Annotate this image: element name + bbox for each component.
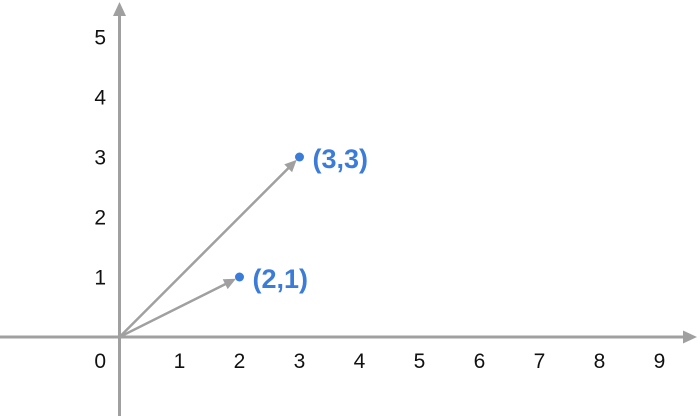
y-tick-label: 4 <box>94 87 106 110</box>
data-point <box>295 152 304 162</box>
x-tick-label: 5 <box>414 350 426 373</box>
y-tick-label: 2 <box>94 207 106 230</box>
x-tick-label: 4 <box>354 350 366 373</box>
x-tick-label: 1 <box>174 350 186 373</box>
y-tick-label: 5 <box>94 27 106 50</box>
x-tick-label: 7 <box>534 350 546 373</box>
y-axis-arrowhead-icon <box>113 2 126 16</box>
vector-line <box>118 282 227 339</box>
x-tick-label: 2 <box>234 350 246 373</box>
origin-label: 0 <box>94 350 106 373</box>
x-tick-label: 3 <box>294 350 306 373</box>
x-axis-arrowhead-icon <box>683 330 697 344</box>
vector-arrowhead-icon <box>222 278 236 290</box>
x-tick-label: 6 <box>474 350 486 373</box>
point-label: (2,1) <box>253 264 309 294</box>
x-tick-label: 9 <box>654 350 666 373</box>
data-point <box>235 272 244 282</box>
point-label: (3,3) <box>313 144 369 174</box>
vector-arrowhead-icon <box>284 159 297 173</box>
x-tick-label: 8 <box>594 350 606 373</box>
vector-line <box>118 166 290 338</box>
y-tick-label: 1 <box>94 267 106 290</box>
y-tick-label: 3 <box>94 147 106 170</box>
